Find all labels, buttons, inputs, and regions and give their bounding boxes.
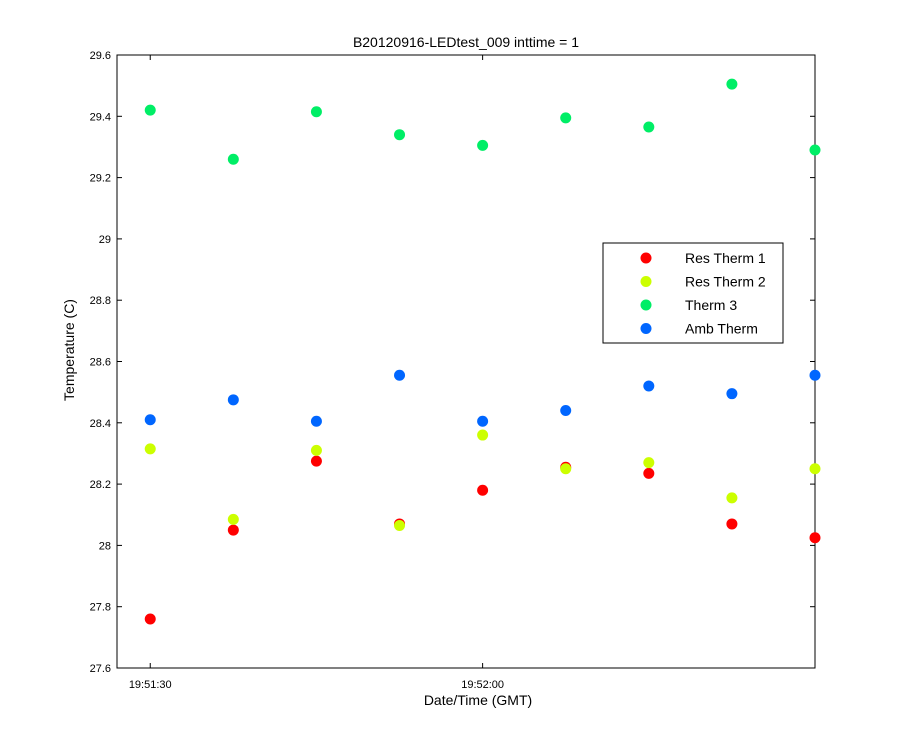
data-point [144,104,156,116]
data-point [310,444,322,456]
data-point [310,106,322,118]
y-tick-label: 28.8 [90,295,111,307]
data-point [144,613,156,625]
chart-title: B20120916-LEDtest_009 inttime = 1 [353,34,579,50]
y-tick-label: 28.4 [90,418,111,430]
data-point [643,467,655,479]
data-point [227,394,239,406]
y-axis: 27.6 27.8 28 28.2 28.4 28.6 28.8 29 29.2 29.4 29.6 [90,50,815,675]
data-point [643,121,655,133]
data-point [560,405,572,417]
legend-marker [640,323,652,334]
y-tick-label: 27.8 [90,602,111,614]
y-tick-label: 29.6 [90,50,111,62]
data-point [643,380,655,392]
data-point [560,463,572,475]
x-tick-label: 19:52:00 [461,679,504,691]
legend-box [602,242,784,344]
data-points [144,78,821,625]
legend-marker [640,252,652,264]
data-point [227,513,239,525]
data-point [726,388,738,400]
data-point [144,443,156,455]
data-point [227,524,239,536]
data-point [394,519,406,531]
data-point [560,112,572,124]
x-axis: 19:51:30 19:52:00 [129,55,504,691]
legend-marker [640,299,652,311]
y-tick-label: 27.6 [90,663,111,675]
legend-label: Amb Therm [685,321,758,337]
data-point [227,153,239,165]
legend-label: Res Therm 1 [685,250,766,266]
data-point [809,369,821,381]
y-tick-label: 28 [99,540,111,552]
legend-marker [640,276,652,287]
data-point [477,484,489,496]
data-point [726,78,738,90]
y-axis-label: Temperature (C) [61,299,77,401]
y-tick-label: 29.2 [90,173,111,185]
data-point [477,429,489,441]
legend-label: Therm 3 [685,297,737,313]
y-tick-label: 28.2 [90,479,111,491]
data-point [394,129,406,141]
data-point [477,415,489,427]
x-tick-label: 19:51:30 [129,679,172,691]
y-tick-label: 28.6 [90,357,111,369]
data-point [809,532,821,544]
data-point [144,414,156,426]
data-point [809,463,821,475]
y-tick-label: 29 [99,234,111,246]
data-point [477,139,489,151]
data-point [809,144,821,156]
plot-area [116,54,816,669]
y-tick-label: 29.4 [90,111,111,123]
data-point [643,457,655,469]
data-point [310,415,322,427]
data-point [726,518,738,530]
data-point [310,455,322,467]
data-point [726,492,738,504]
legend: Res Therm 1 Res Therm 2 Therm 3 Amb Therm [602,242,784,344]
legend-label: Res Therm 2 [685,274,766,290]
x-axis-label: Date/Time (GMT) [424,692,532,708]
data-point [394,369,406,381]
